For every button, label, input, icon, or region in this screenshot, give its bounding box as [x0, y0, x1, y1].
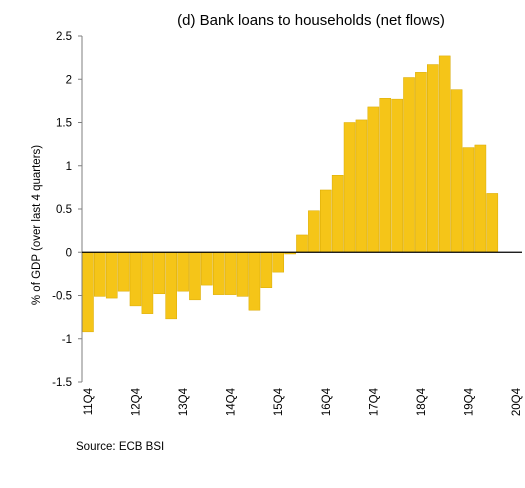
bar-19Q1 [427, 64, 439, 253]
bar-18Q1 [379, 98, 392, 253]
y-axis: 2.5 2 1.5 1 0.5 0 -0.5 -1 -1.5 [52, 31, 82, 389]
y-tick-label: 0 [66, 247, 72, 259]
bar-19Q3 [450, 89, 463, 253]
bar-19Q2 [438, 55, 451, 253]
bars [82, 55, 499, 333]
y-tick-label: 0.5 [56, 204, 72, 216]
bar-15Q1 [236, 252, 249, 297]
source-note: Source: ECB BSI [76, 441, 165, 453]
bar-12Q1 [94, 252, 106, 297]
bar-20Q1 [474, 144, 487, 253]
x-tick-label: 18Q4 [416, 387, 428, 416]
y-tick-label: 1 [66, 161, 72, 173]
bar-14Q1 [189, 252, 201, 301]
bar-17Q4 [367, 106, 380, 253]
bar-13Q3 [165, 252, 177, 320]
bar-17Q2 [343, 122, 356, 253]
y-axis-label: % of GDP (over last 4 quarters) [31, 145, 43, 305]
bar-14Q2 [201, 252, 213, 286]
x-tick-label: 17Q4 [368, 387, 380, 416]
bar-18Q2 [391, 98, 403, 253]
bar-19Q4 [462, 147, 475, 253]
bar-15Q4 [272, 252, 285, 273]
bar-13Q4 [177, 252, 189, 292]
bar-13Q2 [153, 252, 166, 295]
x-tick-label: 15Q4 [273, 387, 285, 416]
y-tick-label: 2 [66, 74, 72, 86]
y-tick-label: -1.5 [52, 377, 72, 389]
bar-11Q4 [82, 252, 94, 333]
x-tick-label: 12Q4 [131, 387, 143, 416]
bar-14Q3 [212, 252, 225, 295]
y-tick-label: 2.5 [56, 31, 72, 43]
chart-title: (d) Bank loans to households (net flows) [177, 12, 445, 29]
x-axis: 11Q4 12Q4 13Q4 14Q4 15Q4 16Q4 17Q4 18Q4 19Q4 20Q4 [83, 387, 523, 416]
bar-17Q3 [355, 119, 368, 253]
bar-12Q4 [129, 252, 142, 307]
x-tick-label: 14Q4 [226, 387, 238, 416]
bar-18Q4 [415, 72, 427, 253]
bar-20Q2 [486, 193, 499, 253]
bar-12Q2 [105, 252, 118, 299]
bar-13Q1 [141, 252, 154, 314]
x-tick-label: 13Q4 [178, 387, 190, 416]
y-tick-label: 1.5 [56, 118, 72, 130]
x-tick-label: 20Q4 [511, 387, 523, 416]
bar-18Q3 [403, 77, 415, 253]
x-tick-label: 19Q4 [463, 387, 475, 416]
bar-14Q4 [224, 252, 237, 295]
y-tick-label: -0.5 [52, 291, 72, 303]
bar-16Q3 [308, 210, 320, 253]
bar-12Q3 [117, 252, 130, 292]
y-tick-label: -1 [62, 334, 72, 346]
bar-16Q4 [319, 189, 332, 253]
bar-17Q1 [331, 175, 344, 253]
x-tick-label: 16Q4 [321, 387, 333, 416]
x-tick-label: 11Q4 [83, 387, 95, 415]
bar-16Q2 [296, 234, 308, 253]
bar-15Q3 [260, 252, 273, 288]
bar-15Q2 [248, 252, 261, 311]
